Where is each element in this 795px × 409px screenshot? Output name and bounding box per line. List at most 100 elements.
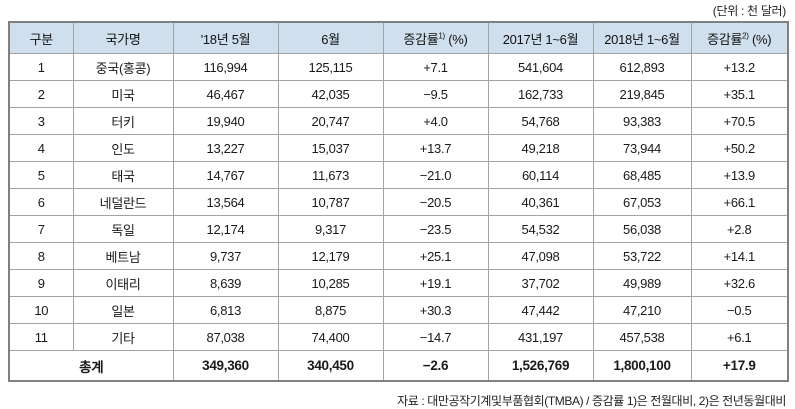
- cell-rank: 9: [8, 269, 74, 297]
- cell-june: 125,115: [277, 53, 384, 81]
- cell-rank: 2: [8, 80, 74, 108]
- cell-may: 116,994: [172, 53, 279, 81]
- cell-2017-h1: 47,098: [487, 242, 594, 270]
- cell-mom-change: −14.7: [382, 323, 489, 351]
- cell-2018-h1: 612,893: [592, 53, 692, 81]
- cell-june: 74,400: [277, 323, 384, 351]
- cell-country: 터키: [72, 107, 174, 135]
- cell-mom-change: −2.6: [382, 350, 489, 382]
- cell-june: 15,037: [277, 134, 384, 162]
- cell-yoy-change: +32.6: [690, 269, 789, 297]
- unit-label: (단위 : 천 달러): [712, 4, 787, 18]
- cell-rank: 3: [8, 107, 74, 135]
- cell-yoy-change: +35.1: [690, 80, 789, 108]
- cell-may: 19,940: [172, 107, 279, 135]
- total-label: 총계: [8, 350, 174, 382]
- column-header-label: 구분: [29, 31, 54, 47]
- table-row: 11 기타 87,038 74,400 −14.7 431,197 457,538 +6.1: [8, 323, 789, 351]
- cell-june: 10,787: [277, 188, 384, 216]
- cell-yoy-change: +50.2: [690, 134, 789, 162]
- table-row: 5 태국 14,767 11,673 −21.0 60,114 68,485 +13.9: [8, 161, 789, 189]
- column-header: 구분: [8, 21, 74, 54]
- column-header-label: 국가명: [105, 31, 141, 47]
- cell-mom-change: +25.1: [382, 242, 489, 270]
- cell-2018-h1: 93,383: [592, 107, 692, 135]
- table-row: 6 네덜란드 13,564 10,787 −20.5 40,361 67,053 +66.1: [8, 188, 789, 216]
- cell-2017-h1: 54,532: [487, 215, 594, 243]
- cell-may: 8,639: [172, 269, 279, 297]
- cell-june: 20,747: [277, 107, 384, 135]
- cell-2017-h1: 37,702: [487, 269, 594, 297]
- cell-yoy-change: +13.2: [690, 53, 789, 81]
- table-row: 9 이태리 8,639 10,285 +19.1 37,702 49,989 +32.6: [8, 269, 789, 297]
- cell-june: 11,673: [277, 161, 384, 189]
- column-header: 2017년 1~6월: [487, 21, 594, 54]
- table-row: 7 독일 12,174 9,317 −23.5 54,532 56,038 +2.8: [8, 215, 789, 243]
- cell-2018-h1: 1,800,100: [592, 350, 692, 382]
- cell-mom-change: −23.5: [382, 215, 489, 243]
- cell-yoy-change: +14.1: [690, 242, 789, 270]
- table-row: 8 베트남 9,737 12,179 +25.1 47,098 53,722 +14.1: [8, 242, 789, 270]
- cell-mom-change: +7.1: [382, 53, 489, 81]
- column-header-label: 2018년 1~6월: [604, 31, 680, 47]
- header-row: 구분 국가명 '18년 5월 6월 증감률1) (%) 2017년 1~6월 2018년 1…: [8, 21, 789, 54]
- cell-2018-h1: 56,038: [592, 215, 692, 243]
- table-row: 3 터키 19,940 20,747 +4.0 54,768 93,383 +70.5: [8, 107, 789, 135]
- cell-2017-h1: 431,197: [487, 323, 594, 351]
- column-header: '18년 5월: [172, 21, 279, 54]
- cell-country: 베트남: [72, 242, 174, 270]
- footnote-marker: 2): [742, 31, 749, 41]
- cell-country: 일본: [72, 296, 174, 324]
- cell-country: 미국: [72, 80, 174, 108]
- cell-2018-h1: 68,485: [592, 161, 692, 189]
- cell-2018-h1: 67,053: [592, 188, 692, 216]
- cell-2018-h1: 457,538: [592, 323, 692, 351]
- cell-mom-change: +19.1: [382, 269, 489, 297]
- cell-2017-h1: 162,733: [487, 80, 594, 108]
- column-header-label: 증감률: [707, 31, 743, 47]
- table-row: 4 인도 13,227 15,037 +13.7 49,218 73,944 +50.2: [8, 134, 789, 162]
- cell-mom-change: +4.0: [382, 107, 489, 135]
- source-note: 자료 : 대만공작기계및부품협회(TMBA) / 증감률 1)은 전월대비, 2…: [397, 394, 786, 408]
- column-header-label: '18년 5월: [200, 31, 251, 47]
- cell-may: 12,174: [172, 215, 279, 243]
- cell-2017-h1: 541,604: [487, 53, 594, 81]
- cell-rank: 5: [8, 161, 74, 189]
- cell-mom-change: −20.5: [382, 188, 489, 216]
- column-header-label: 증감률: [403, 31, 439, 47]
- cell-may: 13,564: [172, 188, 279, 216]
- cell-mom-change: −9.5: [382, 80, 489, 108]
- cell-june: 8,875: [277, 296, 384, 324]
- cell-country: 독일: [72, 215, 174, 243]
- column-header: 증감률1) (%): [382, 21, 489, 54]
- cell-may: 349,360: [172, 350, 279, 382]
- cell-may: 14,767: [172, 161, 279, 189]
- cell-june: 12,179: [277, 242, 384, 270]
- cell-yoy-change: +6.1: [690, 323, 789, 351]
- footnote-marker: 1): [438, 31, 445, 41]
- cell-2017-h1: 40,361: [487, 188, 594, 216]
- cell-rank: 11: [8, 323, 74, 351]
- column-header-suffix: (%): [444, 31, 468, 47]
- cell-2017-h1: 47,442: [487, 296, 594, 324]
- cell-rank: 8: [8, 242, 74, 270]
- column-header: 증감률2) (%): [690, 21, 789, 54]
- cell-rank: 7: [8, 215, 74, 243]
- cell-2017-h1: 60,114: [487, 161, 594, 189]
- cell-yoy-change: +2.8: [690, 215, 789, 243]
- cell-country: 중국(홍콩): [72, 53, 174, 81]
- cell-country: 네덜란드: [72, 188, 174, 216]
- cell-may: 46,467: [172, 80, 279, 108]
- cell-2017-h1: 49,218: [487, 134, 594, 162]
- cell-country: 태국: [72, 161, 174, 189]
- column-header-label: 6월: [321, 31, 340, 47]
- cell-2018-h1: 49,989: [592, 269, 692, 297]
- cell-2018-h1: 47,210: [592, 296, 692, 324]
- cell-mom-change: +30.3: [382, 296, 489, 324]
- column-header-label: 2017년 1~6월: [502, 31, 579, 47]
- cell-yoy-change: +66.1: [690, 188, 789, 216]
- column-header: 국가명: [72, 21, 174, 54]
- cell-yoy-change: +70.5: [690, 107, 789, 135]
- cell-may: 87,038: [172, 323, 279, 351]
